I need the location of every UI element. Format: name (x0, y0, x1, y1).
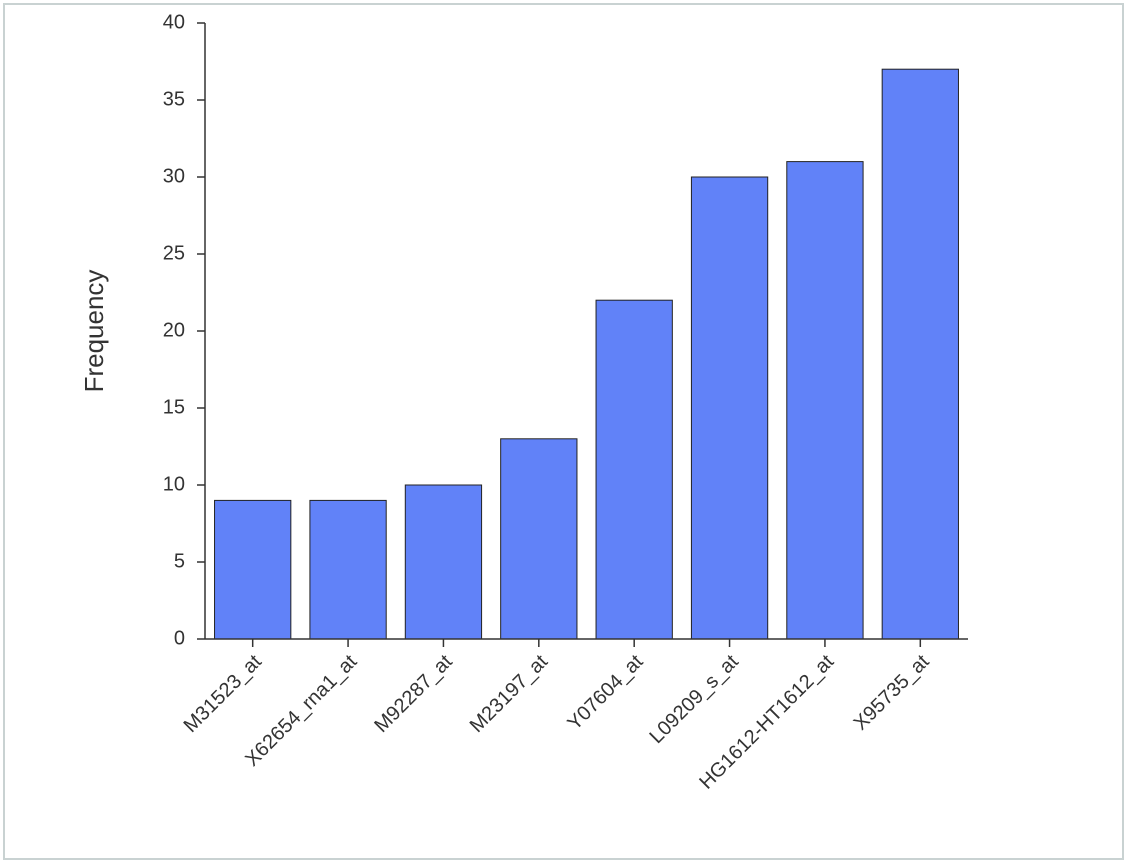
y-tick-label: 10 (163, 473, 185, 495)
bar (786, 161, 864, 640)
x-tick-label: Y07604_at (563, 650, 647, 734)
y-axis-label: Frequency (79, 270, 109, 393)
bar (309, 499, 387, 640)
y-tick-label: 20 (163, 319, 185, 341)
y-tick-label: 0 (174, 627, 185, 649)
bar (595, 299, 673, 640)
y-tick-label: 35 (163, 88, 185, 110)
frame (3, 3, 1124, 860)
bar (404, 484, 483, 640)
x-tick-label: X95735_at (850, 650, 934, 734)
y-tick-label: 40 (163, 11, 185, 33)
x-tick-label: L09209_s_at (645, 650, 743, 748)
x-tick-label: M92287_at (370, 650, 457, 737)
y-tick-label: 25 (163, 242, 185, 264)
y-tick-label: 15 (163, 396, 185, 418)
x-tick-label: M31523_at (180, 650, 267, 737)
y-tick-label: 5 (174, 550, 185, 572)
bar (500, 438, 578, 640)
y-tick-label: 30 (163, 165, 185, 187)
x-tick-label: M23197_at (466, 650, 553, 737)
bar (690, 176, 769, 640)
bar (214, 499, 292, 640)
bar (881, 68, 959, 640)
